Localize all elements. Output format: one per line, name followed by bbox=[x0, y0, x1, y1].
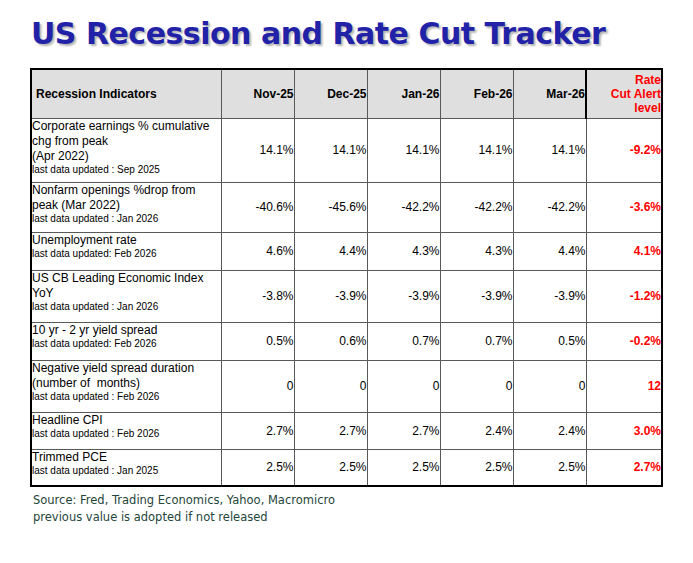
rate-cut-alert-cell: -9.2% bbox=[586, 118, 662, 182]
value-cell: -3.9% bbox=[367, 270, 440, 322]
indicator-last-updated: last data updated: Feb 2026 bbox=[32, 338, 221, 350]
page-title: US Recession and Rate Cut Tracker bbox=[31, 16, 605, 51]
table-row: Unemployment ratelast data updated: Feb … bbox=[31, 232, 662, 270]
value-cell: -42.2% bbox=[440, 182, 513, 232]
indicator-last-updated: last data updated : Feb 2026 bbox=[32, 391, 221, 403]
value-cell: 0 bbox=[367, 360, 440, 412]
page: US Recession and Rate Cut Tracker Recess… bbox=[0, 0, 693, 563]
indicator-cell: Headline CPIlast data updated : Feb 2026 bbox=[31, 412, 221, 449]
indicator-cell: Unemployment ratelast data updated: Feb … bbox=[31, 232, 221, 270]
table-row: Nonfarm openings %drop from peak (Mar 20… bbox=[31, 182, 662, 232]
header-mar-26: Mar-26 bbox=[513, 69, 586, 118]
table-row: 10 yr - 2 yr yield spreadlast data updat… bbox=[31, 322, 662, 360]
indicator-label: Trimmed PCE bbox=[32, 450, 221, 465]
indicator-last-updated: last data updated : Feb 2026 bbox=[32, 428, 221, 440]
indicator-label: Nonfarm openings %drop from peak (Mar 20… bbox=[32, 183, 221, 213]
indicator-cell: Trimmed PCElast data updated : Jan 2025 bbox=[31, 449, 221, 486]
indicator-last-updated: last data updated : Sep 2025 bbox=[32, 164, 221, 176]
source-note: Source: Fred, Trading Economics, Yahoo, … bbox=[33, 492, 335, 509]
footer: Source: Fred, Trading Economics, Yahoo, … bbox=[33, 492, 335, 526]
rate-cut-alert-cell: 4.1% bbox=[586, 232, 662, 270]
value-cell: 0.6% bbox=[294, 322, 367, 360]
rate-cut-alert-cell: 3.0% bbox=[586, 412, 662, 449]
value-cell: 2.5% bbox=[513, 449, 586, 486]
value-cell: -45.6% bbox=[294, 182, 367, 232]
value-cell: 2.4% bbox=[513, 412, 586, 449]
value-cell: 4.4% bbox=[513, 232, 586, 270]
table-row: US CB Leading Economic Index YoYlast dat… bbox=[31, 270, 662, 322]
indicator-last-updated: last data updated : Jan 2025 bbox=[32, 465, 221, 477]
value-cell: 2.5% bbox=[440, 449, 513, 486]
table-row: Corporate earnings % cumulative chg from… bbox=[31, 118, 662, 182]
value-cell: 14.1% bbox=[440, 118, 513, 182]
indicator-cell: 10 yr - 2 yr yield spreadlast data updat… bbox=[31, 322, 221, 360]
indicator-label: Corporate earnings % cumulative chg from… bbox=[32, 119, 221, 164]
indicator-last-updated: last data updated: Feb 2026 bbox=[32, 248, 221, 260]
value-cell: 14.1% bbox=[513, 118, 586, 182]
table-header-row: Recession Indicators Nov-25 Dec-25 Jan-2… bbox=[31, 69, 662, 118]
indicator-label: 10 yr - 2 yr yield spread bbox=[32, 323, 221, 338]
value-cell: 4.4% bbox=[294, 232, 367, 270]
value-cell: 2.5% bbox=[221, 449, 294, 486]
value-cell: 2.5% bbox=[367, 449, 440, 486]
value-cell: -3.9% bbox=[440, 270, 513, 322]
value-cell: 4.3% bbox=[367, 232, 440, 270]
value-cell: -3.9% bbox=[294, 270, 367, 322]
table-row: Headline CPIlast data updated : Feb 2026… bbox=[31, 412, 662, 449]
indicator-cell: Nonfarm openings %drop from peak (Mar 20… bbox=[31, 182, 221, 232]
value-cell: 0.5% bbox=[513, 322, 586, 360]
header-recession-indicators: Recession Indicators bbox=[31, 69, 221, 118]
recession-indicators-table: Recession Indicators Nov-25 Dec-25 Jan-2… bbox=[30, 68, 663, 487]
rate-cut-alert-cell: 2.7% bbox=[586, 449, 662, 486]
header-rate-cut-alert-level: Rate Cut Alert level bbox=[586, 69, 662, 118]
value-cell: 0 bbox=[440, 360, 513, 412]
value-cell: 0.7% bbox=[440, 322, 513, 360]
indicator-label: Negative yield spread duration (number o… bbox=[32, 361, 221, 391]
value-cell: 2.7% bbox=[294, 412, 367, 449]
value-cell: 2.7% bbox=[221, 412, 294, 449]
rate-cut-alert-cell: 12 bbox=[586, 360, 662, 412]
header-nov-25: Nov-25 bbox=[221, 69, 294, 118]
header-feb-26: Feb-26 bbox=[440, 69, 513, 118]
value-cell: 0 bbox=[221, 360, 294, 412]
value-cell: -42.2% bbox=[367, 182, 440, 232]
value-cell: 14.1% bbox=[294, 118, 367, 182]
value-cell: 0.5% bbox=[221, 322, 294, 360]
indicator-label: Headline CPI bbox=[32, 413, 221, 428]
header-dec-25: Dec-25 bbox=[294, 69, 367, 118]
table-body: Corporate earnings % cumulative chg from… bbox=[31, 118, 662, 486]
value-cell: 4.3% bbox=[440, 232, 513, 270]
value-cell: 2.5% bbox=[294, 449, 367, 486]
rate-cut-alert-cell: -1.2% bbox=[586, 270, 662, 322]
indicator-label: US CB Leading Economic Index YoY bbox=[32, 271, 221, 301]
value-cell: -3.9% bbox=[513, 270, 586, 322]
value-cell: 14.1% bbox=[221, 118, 294, 182]
value-cell: 0 bbox=[294, 360, 367, 412]
indicator-last-updated: last data updated : Jan 2026 bbox=[32, 213, 221, 225]
header-jan-26: Jan-26 bbox=[367, 69, 440, 118]
value-cell: 0.7% bbox=[367, 322, 440, 360]
release-note: previous value is adopted if not release… bbox=[33, 509, 335, 526]
indicator-cell: US CB Leading Economic Index YoYlast dat… bbox=[31, 270, 221, 322]
indicator-cell: Corporate earnings % cumulative chg from… bbox=[31, 118, 221, 182]
value-cell: 2.7% bbox=[367, 412, 440, 449]
value-cell: -40.6% bbox=[221, 182, 294, 232]
table-row: Trimmed PCElast data updated : Jan 20252… bbox=[31, 449, 662, 486]
indicator-label: Unemployment rate bbox=[32, 233, 221, 248]
rate-cut-alert-cell: -3.6% bbox=[586, 182, 662, 232]
indicator-cell: Negative yield spread duration (number o… bbox=[31, 360, 221, 412]
value-cell: 0 bbox=[513, 360, 586, 412]
indicator-last-updated: last data updated : Jan 2026 bbox=[32, 301, 221, 313]
value-cell: -3.8% bbox=[221, 270, 294, 322]
value-cell: 4.6% bbox=[221, 232, 294, 270]
value-cell: 14.1% bbox=[367, 118, 440, 182]
value-cell: -42.2% bbox=[513, 182, 586, 232]
rate-cut-alert-cell: -0.2% bbox=[586, 322, 662, 360]
table-row: Negative yield spread duration (number o… bbox=[31, 360, 662, 412]
value-cell: 2.4% bbox=[440, 412, 513, 449]
